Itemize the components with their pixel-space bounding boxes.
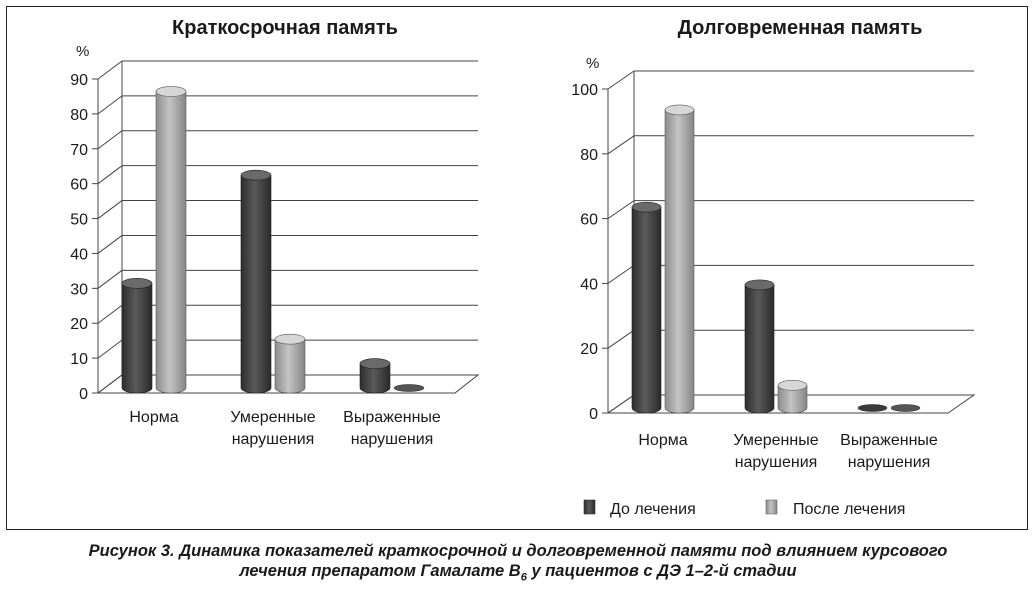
bar-short-after-2 [393, 384, 425, 392]
bar-short-before-0 [121, 278, 153, 394]
grid-diagonal [607, 70, 635, 90]
caption-line-2: лечения препаратом Гамалате В6 у пациент… [0, 561, 1036, 587]
y-axis-unit-long: % [586, 55, 599, 72]
y-tick-label: 50 [70, 212, 88, 229]
x-category-label: Умеренные нарушения [733, 432, 818, 471]
grid-diagonal [607, 135, 635, 155]
charts-canvas: Краткосрочная память% 0 10 20 30 40 50 60 70 80 90… [70, 17, 976, 518]
x-category-label: Выраженные нарушения [840, 432, 938, 471]
y-tick-label: 0 [589, 406, 598, 423]
grid-diagonal [97, 200, 123, 219]
y-tick-label: 60 [580, 212, 598, 229]
legend-swatch-before [583, 499, 596, 515]
bar-long-after-1 [777, 380, 808, 414]
grid-diagonal [97, 339, 123, 359]
y-tick-label: 90 [70, 72, 88, 89]
bar-long-after-0 [664, 104, 695, 414]
chart-title-short: Краткосрочная память [172, 17, 398, 39]
bar-short-after-1 [274, 333, 306, 394]
bar-long-before-0 [631, 201, 662, 414]
bar-long-after-2 [890, 404, 921, 412]
grid-diagonal [607, 329, 635, 349]
grid-diagonal [97, 165, 123, 185]
legend-label-before: До лечения [610, 501, 696, 518]
caption-line-1: Рисунок 3. Динамика показателей краткоср… [88, 542, 948, 560]
bar-long-before-1 [744, 279, 775, 414]
y-tick-label: 20 [580, 341, 598, 358]
chart-short-term-memory: Краткосрочная память% 0 10 20 30 40 50 60 70 80 90… [70, 17, 480, 448]
y-tick-label: 20 [70, 316, 88, 333]
y-tick-label: 10 [70, 351, 88, 368]
grid-diagonal [607, 200, 635, 220]
y-tick-label: 40 [580, 276, 598, 293]
caption-line-2-start: лечения препаратом Гамалате В [239, 562, 521, 580]
legend-label-after: После лечения [793, 501, 905, 518]
bar-short-before-2 [359, 358, 391, 394]
x-category-label: Выраженные нарушения [343, 409, 441, 448]
chart-long-term-memory: Долговременная память% 0 20 40 60 80 100 Норма У… [571, 17, 976, 471]
y-tick-label: 100 [571, 82, 598, 99]
caption-subscript: 6 [520, 571, 527, 584]
y-tick-label: 80 [70, 107, 88, 124]
x-category-label: Норма [129, 409, 178, 426]
y-axis-unit-short: % [76, 43, 89, 60]
grid-diagonal [97, 304, 123, 324]
x-category-label: Умеренные нарушения [230, 409, 315, 448]
figure-caption: Рисунок 3. Динамика показателей краткоср… [0, 541, 1036, 587]
chart-floor [96, 374, 480, 394]
y-tick-label: 40 [70, 246, 88, 263]
y-tick-label: 80 [580, 147, 598, 164]
bar-short-after-0 [155, 86, 187, 394]
bar-short-before-1 [240, 169, 272, 394]
y-tick-label: 60 [70, 177, 88, 194]
y-tick-label: 0 [79, 386, 88, 403]
legend: До лечения После лечения [583, 499, 905, 518]
y-tick-label: 30 [70, 281, 88, 298]
grid-diagonal [97, 269, 123, 289]
grid-diagonal [97, 95, 123, 115]
chart-title-long: Долговременная память [678, 17, 923, 39]
grid-diagonal [97, 130, 123, 150]
chart-floor [606, 394, 976, 414]
y-tick-label: 70 [70, 142, 88, 159]
bar-long-before-2 [857, 404, 888, 412]
legend-swatch-after [765, 499, 778, 515]
x-category-label: Норма [638, 432, 687, 449]
caption-line-2-end: у пациентов с ДЭ 1–2-й стадии [526, 562, 797, 580]
grid-diagonal [97, 235, 123, 254]
grid-diagonal [97, 60, 123, 80]
grid-diagonal [607, 264, 635, 284]
